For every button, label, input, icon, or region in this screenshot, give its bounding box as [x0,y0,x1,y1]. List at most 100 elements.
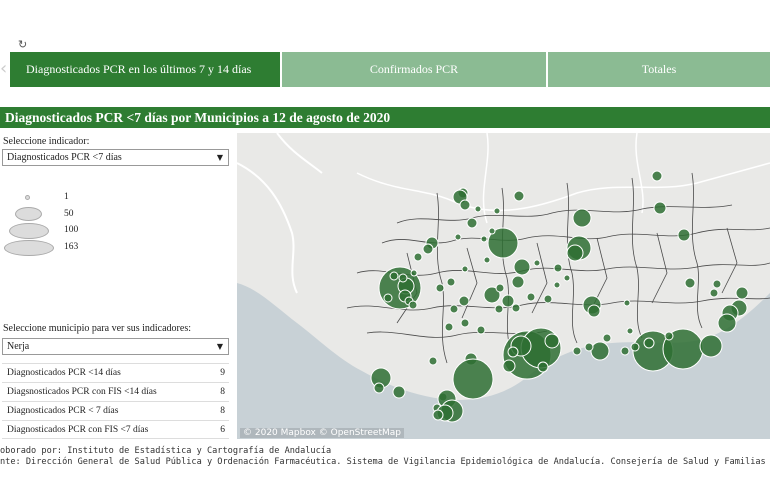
municipio-bubble[interactable] [623,299,631,307]
legend-bubble [15,207,42,221]
municipio-bubble[interactable] [476,325,486,335]
municipio-bubble[interactable] [487,227,519,259]
municipio-bubble[interactable] [513,258,531,276]
municipio-bubble[interactable] [553,263,563,273]
map-canvas[interactable] [237,133,770,439]
indicator-name: Diagsnosticados PCR con FIS <14 días [7,387,157,397]
municipio-bubble[interactable] [474,205,482,213]
indicator-name: Diagnosticados PCR <14 días [7,368,121,378]
municipio-bubble[interactable] [511,303,521,313]
municipio-bubble[interactable] [460,318,470,328]
municipio-bubble[interactable] [483,286,501,304]
map[interactable]: © 2020 Mapbox © OpenStreetMap [237,133,770,439]
reset-icon[interactable]: ↻ [18,38,28,51]
municipio-bubble[interactable] [572,346,582,356]
municipio-bubble[interactable] [488,227,496,235]
municipio-bubble[interactable] [684,277,696,289]
municipio-select-value: Nerja [7,341,30,352]
municipio-bubble[interactable] [537,361,549,373]
indicator-value: 8 [220,406,225,416]
tab-confirmados[interactable]: Confirmados PCR [282,52,548,87]
municipio-bubble[interactable] [653,201,667,215]
tab-totales[interactable]: Totales [548,52,770,87]
municipio-bubble[interactable] [483,256,491,264]
map-attribution[interactable]: © 2020 Mapbox © OpenStreetMap [240,428,404,438]
municipio-bubble[interactable] [480,235,488,243]
municipio-bubble[interactable] [643,337,655,349]
municipio-bubble[interactable] [432,409,444,421]
table-row: Diagnosticados PCR <14 días 9 [2,363,229,382]
table-row: Diagsnosticados PCR con FIS <14 días 8 [2,382,229,401]
municipio-bubble[interactable] [699,334,723,358]
municipio-bubble[interactable] [493,207,501,215]
municipio-bubble[interactable] [526,292,536,302]
municipio-bubble[interactable] [587,304,601,318]
municipio-bubble[interactable] [677,228,691,242]
municipio-bubble[interactable] [410,269,418,277]
municipio-bubble[interactable] [373,382,385,394]
municipio-bubble[interactable] [459,199,471,211]
municipio-bubble[interactable] [620,346,630,356]
municipio-bubble[interactable] [495,283,505,293]
indicator-select[interactable]: Diagnosticados PCR <7 días ▼ [2,149,229,166]
legend-value: 50 [64,209,74,219]
municipio-bubble[interactable] [584,342,594,352]
municipio-bubble[interactable] [501,294,515,308]
municipio-bubble[interactable] [533,259,541,267]
municipio-bubble[interactable] [544,333,560,349]
municipio-bubble[interactable] [422,243,434,255]
tab-diagnosticados[interactable]: Diagnosticados PCR en los últimos 7 y 14… [10,52,282,87]
municipio-bubble[interactable] [513,190,525,202]
municipio-bubble[interactable] [466,217,478,229]
municipio-bubble[interactable] [408,300,418,310]
municipio-bubble[interactable] [461,265,469,273]
municipio-bubble[interactable] [458,295,470,307]
municipio-bubble[interactable] [392,385,406,399]
table-row: Diagnosticados PCR con FIS <7 días 6 [2,420,229,439]
municipio-bubble[interactable] [435,283,445,293]
municipio-bubble[interactable] [444,322,454,332]
municipio-bubble[interactable] [709,288,719,298]
bubble-layer [370,170,749,423]
municipio-bubble[interactable] [398,273,408,283]
municipio-bubble[interactable] [452,358,494,400]
municipio-bubble[interactable] [446,277,456,287]
municipio-bubble[interactable] [566,244,584,262]
municipio-bubble[interactable] [507,346,519,358]
municipio-bubble[interactable] [511,275,525,289]
municipio-bubble[interactable] [454,233,462,241]
sea-area [237,283,770,439]
indicator-value: 9 [220,368,225,378]
municipio-bubble[interactable] [553,281,561,289]
legend-value: 163 [64,242,79,252]
legend-value: 100 [64,225,79,235]
municipio-bubble[interactable] [735,286,749,300]
municipio-bubble[interactable] [413,252,423,262]
legend-bubble [9,223,49,239]
country-border [237,133,323,294]
municipio-select[interactable]: Nerja ▼ [2,338,229,355]
municipio-bubble[interactable] [572,208,592,228]
chevron-down-icon: ▼ [216,342,223,351]
municipio-bubble[interactable] [651,170,663,182]
municipio-bubble[interactable] [543,294,553,304]
municipio-bubble[interactable] [712,279,722,289]
municipio-bubble[interactable] [626,327,634,335]
municipio-bubble[interactable] [389,271,399,281]
municipio-bubble[interactable] [449,304,459,314]
legend-item-100: 100 [0,223,200,239]
municipio-bubble[interactable] [383,293,393,303]
municipio-bubble[interactable] [602,333,612,343]
municipio-bubble[interactable] [502,359,516,373]
municipio-bubble[interactable] [494,304,504,314]
municipio-bubble[interactable] [428,356,438,366]
municipio-bubble[interactable] [630,342,640,352]
municipio-bubble[interactable] [563,274,571,282]
chevron-left-icon[interactable]: ‹ [0,58,8,79]
municipio-bubble[interactable] [664,331,674,341]
province-border [356,133,770,224]
municipio-bubble[interactable] [590,341,610,361]
indicators-table: Diagnosticados PCR <14 días 9 Diagsnosti… [2,363,229,439]
municipio-bubble[interactable] [717,313,737,333]
page-title: Diagnosticados PCR <7 días por Municipio… [0,107,770,128]
